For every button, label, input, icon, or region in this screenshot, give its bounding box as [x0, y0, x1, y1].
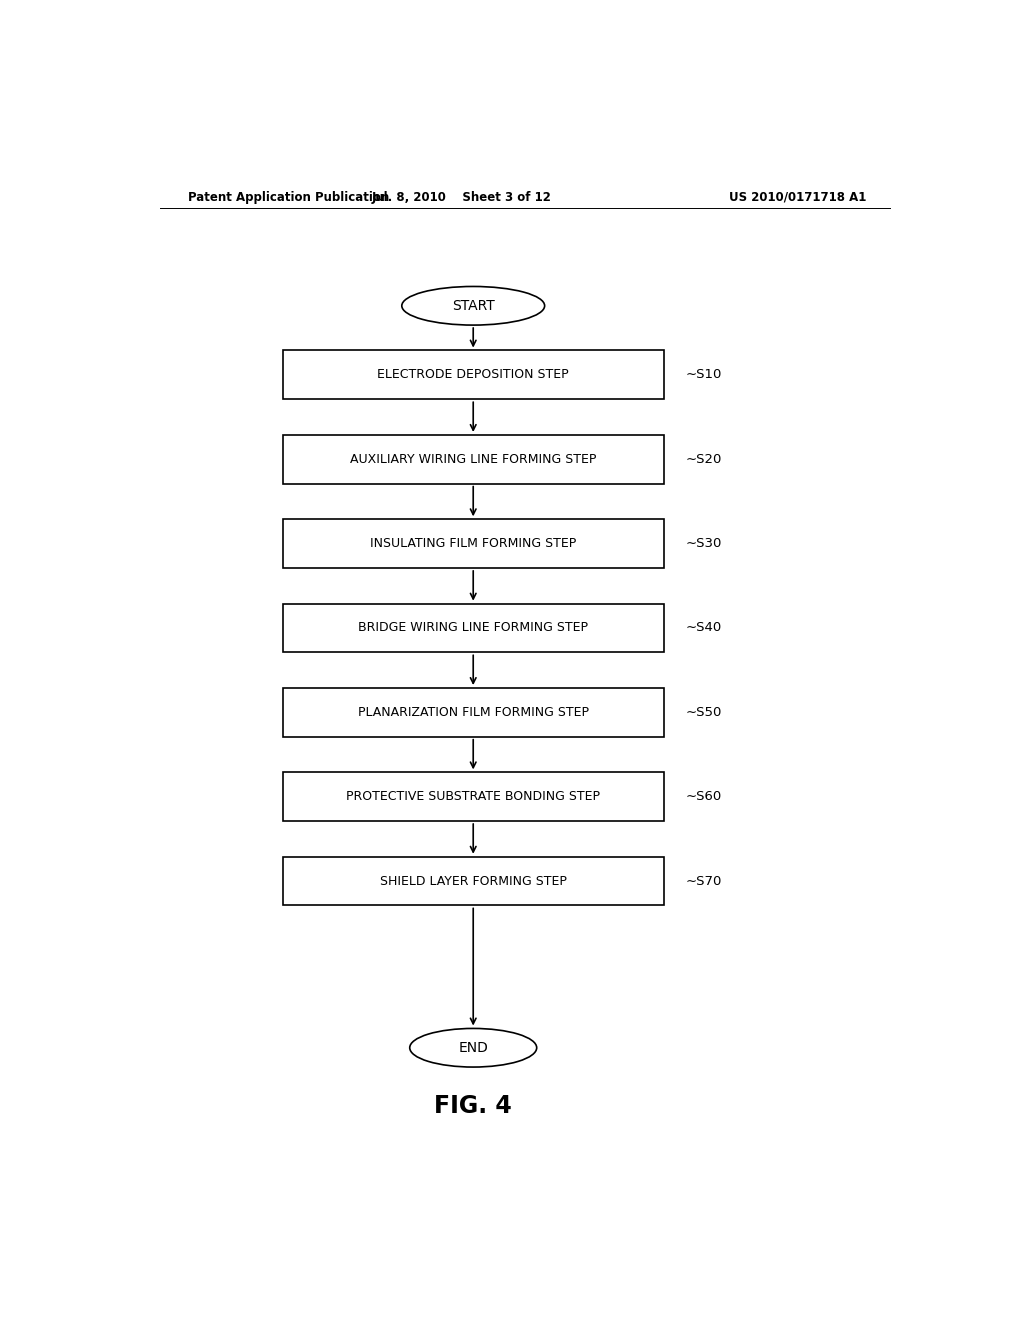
Text: BRIDGE WIRING LINE FORMING STEP: BRIDGE WIRING LINE FORMING STEP [358, 622, 588, 635]
Text: AUXILIARY WIRING LINE FORMING STEP: AUXILIARY WIRING LINE FORMING STEP [350, 453, 596, 466]
Text: FIG. 4: FIG. 4 [434, 1094, 512, 1118]
Text: PLANARIZATION FILM FORMING STEP: PLANARIZATION FILM FORMING STEP [357, 706, 589, 719]
Text: ∼S70: ∼S70 [686, 875, 722, 887]
FancyBboxPatch shape [283, 772, 664, 821]
Text: ∼S10: ∼S10 [686, 368, 722, 381]
Text: ∼S30: ∼S30 [686, 537, 722, 550]
Text: ∼S20: ∼S20 [686, 453, 722, 466]
Text: SHIELD LAYER FORMING STEP: SHIELD LAYER FORMING STEP [380, 875, 566, 887]
Text: Patent Application Publication: Patent Application Publication [187, 190, 389, 203]
Text: Jul. 8, 2010    Sheet 3 of 12: Jul. 8, 2010 Sheet 3 of 12 [372, 190, 551, 203]
Ellipse shape [401, 286, 545, 325]
FancyBboxPatch shape [283, 434, 664, 483]
Text: US 2010/0171718 A1: US 2010/0171718 A1 [729, 190, 866, 203]
Text: ELECTRODE DEPOSITION STEP: ELECTRODE DEPOSITION STEP [378, 368, 569, 381]
Text: ∼S60: ∼S60 [686, 791, 722, 803]
Text: END: END [459, 1040, 488, 1055]
Text: START: START [452, 298, 495, 313]
FancyBboxPatch shape [283, 857, 664, 906]
Ellipse shape [410, 1028, 537, 1067]
Text: INSULATING FILM FORMING STEP: INSULATING FILM FORMING STEP [370, 537, 577, 550]
Text: ∼S50: ∼S50 [686, 706, 722, 719]
Text: ∼S40: ∼S40 [686, 622, 722, 635]
FancyBboxPatch shape [283, 688, 664, 737]
Text: PROTECTIVE SUBSTRATE BONDING STEP: PROTECTIVE SUBSTRATE BONDING STEP [346, 791, 600, 803]
FancyBboxPatch shape [283, 519, 664, 568]
FancyBboxPatch shape [283, 351, 664, 399]
FancyBboxPatch shape [283, 603, 664, 652]
